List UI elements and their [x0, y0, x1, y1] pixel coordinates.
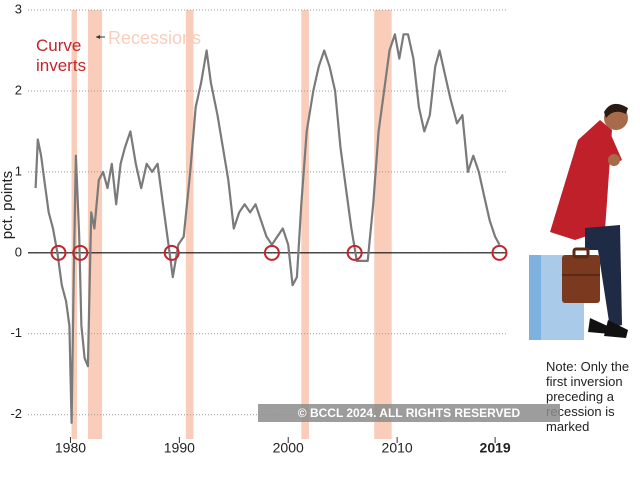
- y-tick-label: 0: [15, 244, 22, 259]
- y-tick-label: -1: [10, 325, 22, 340]
- x-tick-label: 2010: [382, 440, 413, 456]
- inversion-marker: [491, 244, 508, 261]
- inversion-marker: [50, 244, 67, 261]
- inversion-marker: [163, 244, 180, 261]
- illustration: [529, 103, 628, 340]
- inversion-marker: [72, 244, 89, 261]
- x-tick-label: 2000: [273, 440, 304, 456]
- inversion-marker: [263, 244, 280, 261]
- recession-band: [185, 10, 194, 439]
- y-tick-label: 1: [15, 163, 22, 178]
- line-series: [34, 33, 501, 424]
- x-tick-label: 1990: [164, 440, 195, 456]
- y-tick-label: 3: [15, 1, 22, 16]
- recession-band: [374, 10, 392, 439]
- annotation: Curve inverts: [36, 36, 87, 75]
- inversion-marker: [346, 244, 363, 261]
- recession-band: [301, 10, 309, 439]
- x-tick-label: 2019: [480, 440, 511, 456]
- x-tick-label: 1980: [55, 440, 86, 456]
- copyright: © BCCL 2024. ALL RIGHTS RESERVED: [258, 404, 560, 422]
- y-tick-label: -2: [10, 406, 22, 421]
- legend-label: Recessions: [108, 28, 201, 48]
- legend-arrow-head: [96, 35, 100, 39]
- note: Note: Only the first inversion preceding…: [546, 359, 630, 434]
- y-tick-label: 2: [15, 82, 22, 97]
- y-axis-label: pct. points: [0, 171, 16, 239]
